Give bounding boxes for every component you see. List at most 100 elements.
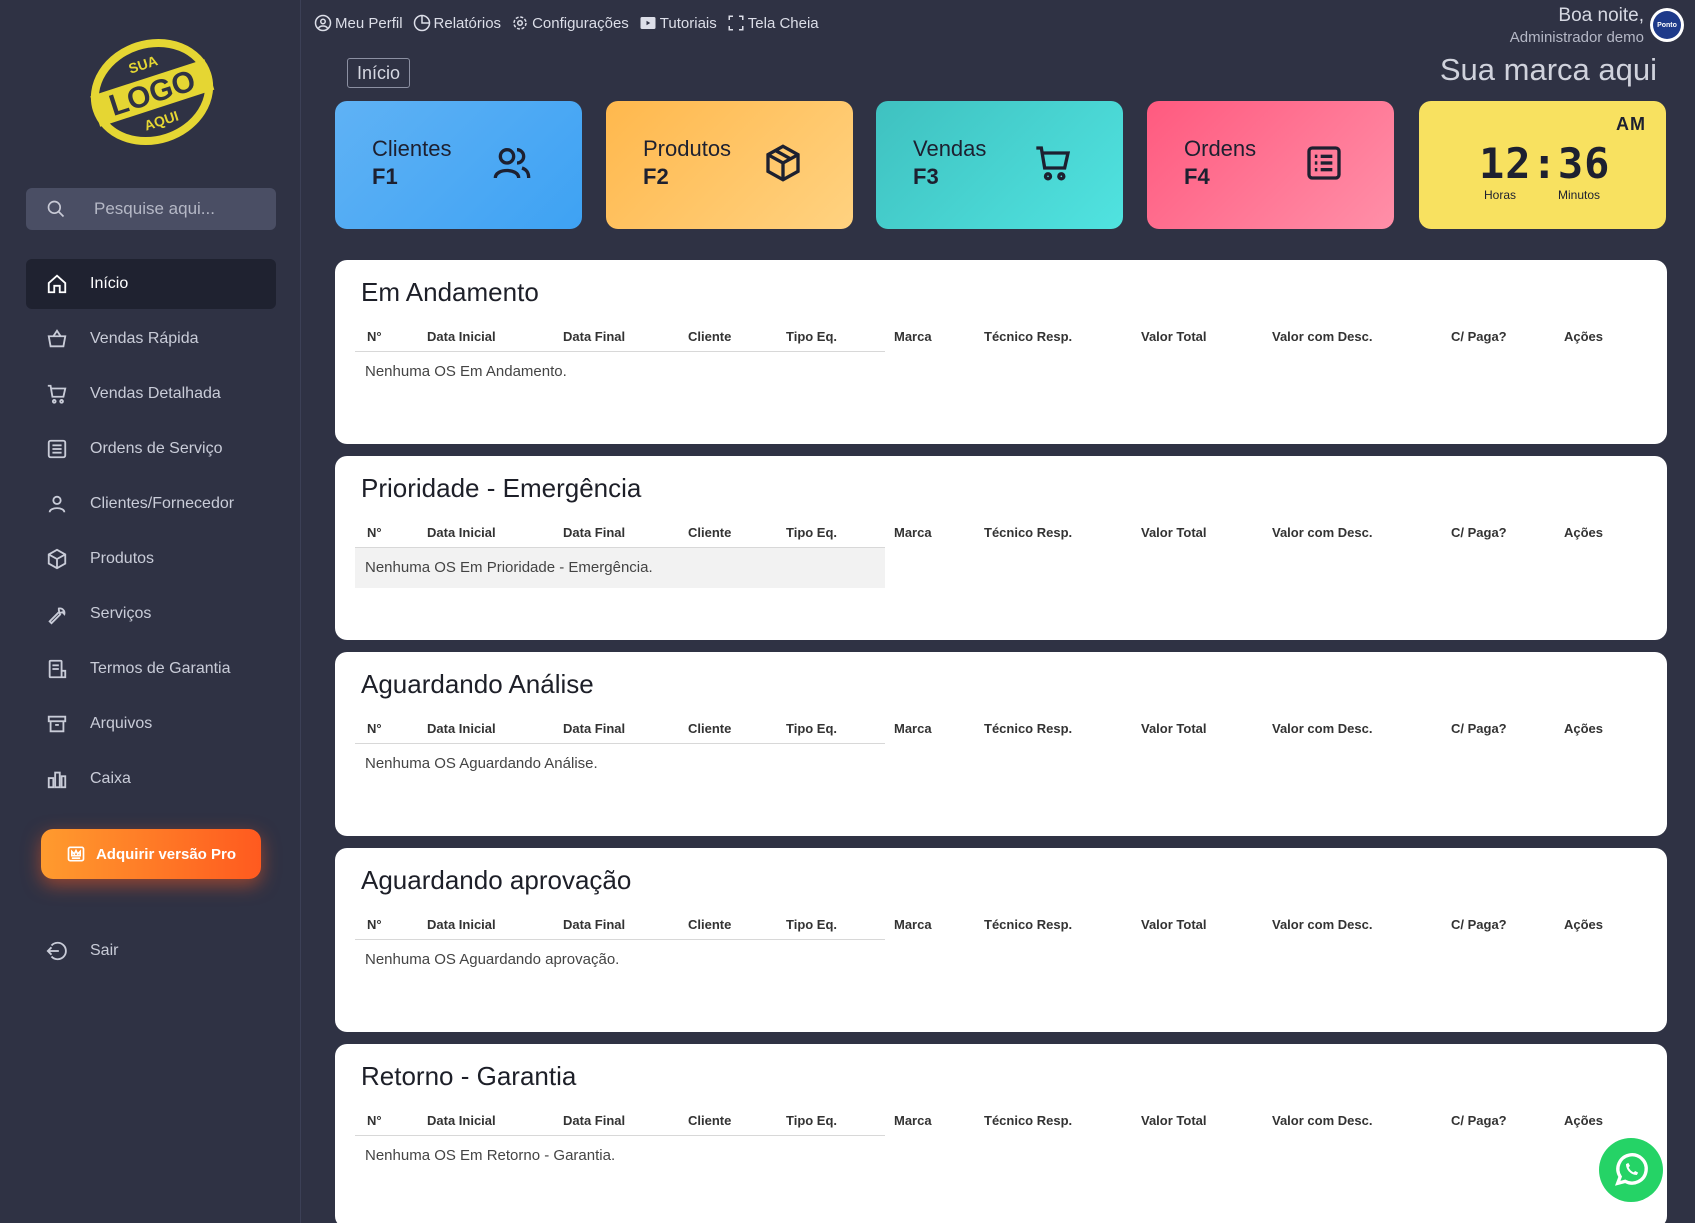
whatsapp-button[interactable] bbox=[1599, 1138, 1663, 1202]
sidebar-item-ordens-servico[interactable]: Ordens de Serviço bbox=[26, 424, 276, 474]
sales-shortcut-card[interactable]: Vendas F3 bbox=[876, 101, 1123, 229]
sidebar-item-label: Caixa bbox=[90, 770, 131, 787]
column-header[interactable]: N° bbox=[367, 525, 382, 540]
column-header[interactable]: Cliente bbox=[688, 721, 732, 736]
column-header[interactable]: N° bbox=[367, 917, 382, 932]
column-header[interactable]: Ações bbox=[1564, 525, 1604, 540]
column-header[interactable]: Valor Total bbox=[1141, 917, 1207, 932]
sidebar-item-label: Clientes/Fornecedor bbox=[90, 495, 235, 512]
sidebar-item-arquivos[interactable]: Arquivos bbox=[26, 699, 276, 749]
column-header[interactable]: Marca bbox=[894, 525, 932, 540]
column-header[interactable]: Data Inicial bbox=[427, 525, 496, 540]
column-header[interactable]: Técnico Resp. bbox=[984, 721, 1073, 736]
sidebar-item-produtos[interactable]: Produtos bbox=[26, 534, 276, 584]
column-header[interactable]: Data Inicial bbox=[427, 917, 496, 932]
column-header[interactable]: Data Inicial bbox=[427, 1113, 496, 1128]
reports-link-label: Relatórios bbox=[433, 14, 502, 32]
logout-icon bbox=[46, 941, 67, 961]
user-circle-icon bbox=[314, 14, 332, 32]
profile-link[interactable]: Meu Perfil bbox=[314, 14, 403, 32]
column-header[interactable]: Tipo Eq. bbox=[786, 721, 838, 736]
card-label: Vendas bbox=[913, 136, 987, 161]
sidebar-item-caixa[interactable]: Caixa bbox=[26, 754, 276, 804]
column-header[interactable]: Valor com Desc. bbox=[1272, 721, 1373, 736]
column-header[interactable]: Data Inicial bbox=[427, 721, 496, 736]
reports-link[interactable]: Relatórios bbox=[413, 14, 502, 32]
column-header[interactable]: Data Final bbox=[563, 525, 626, 540]
column-header[interactable]: Marca bbox=[894, 1113, 932, 1128]
order-panel: Aguardando aprovação N° Data Inicial Data F… bbox=[335, 848, 1667, 1032]
column-header[interactable]: Data Inicial bbox=[427, 329, 496, 344]
products-shortcut-card[interactable]: Produtos F2 bbox=[606, 101, 853, 229]
fullscreen-link[interactable]: Tela Cheia bbox=[727, 14, 819, 32]
settings-link[interactable]: Configurações bbox=[511, 14, 629, 32]
search-bar[interactable] bbox=[26, 188, 276, 230]
column-header[interactable]: C/ Paga? bbox=[1451, 329, 1507, 344]
column-header[interactable]: Cliente bbox=[688, 329, 732, 344]
column-header[interactable]: Valor Total bbox=[1141, 329, 1207, 344]
column-header[interactable]: N° bbox=[367, 721, 382, 736]
column-header[interactable]: C/ Paga? bbox=[1451, 1113, 1507, 1128]
search-input[interactable] bbox=[94, 199, 264, 219]
sidebar-item-inicio[interactable]: Início bbox=[26, 259, 276, 309]
bar-chart-icon bbox=[47, 771, 67, 789]
column-header[interactable]: Marca bbox=[894, 917, 932, 932]
cart-icon bbox=[47, 384, 67, 404]
column-header[interactable]: Tipo Eq. bbox=[786, 329, 838, 344]
column-header[interactable]: Valor Total bbox=[1141, 525, 1207, 540]
column-header[interactable]: Valor com Desc. bbox=[1272, 1113, 1373, 1128]
column-header[interactable]: Cliente bbox=[688, 525, 732, 540]
column-header[interactable]: Valor com Desc. bbox=[1272, 329, 1373, 344]
column-header[interactable]: Valor Total bbox=[1141, 1113, 1207, 1128]
sidebar-item-clientes[interactable]: Clientes/Fornecedor bbox=[26, 479, 276, 529]
column-header[interactable]: Valor Total bbox=[1141, 721, 1207, 736]
sidebar-item-label: Vendas Rápida bbox=[90, 330, 199, 347]
panel-title: Aguardando aprovação bbox=[361, 865, 632, 895]
orders-shortcut-card[interactable]: Ordens F4 bbox=[1147, 101, 1394, 229]
column-header[interactable]: Valor com Desc. bbox=[1272, 525, 1373, 540]
tutorials-link[interactable]: Tutoriais bbox=[639, 14, 717, 32]
column-header[interactable]: Ações bbox=[1564, 1113, 1604, 1128]
avatar[interactable]: Ponto bbox=[1650, 8, 1684, 42]
sidebar-item-servicos[interactable]: Serviços bbox=[26, 589, 276, 639]
column-header[interactable]: N° bbox=[367, 1113, 382, 1128]
column-header[interactable]: C/ Paga? bbox=[1451, 525, 1507, 540]
table-header: N° Data Inicial Data Final Cliente Tipo Eq. M… bbox=[355, 712, 1655, 744]
column-header[interactable]: Data Final bbox=[563, 329, 626, 344]
column-header[interactable]: C/ Paga? bbox=[1451, 721, 1507, 736]
column-header[interactable]: Ações bbox=[1564, 721, 1604, 736]
archive-icon bbox=[47, 715, 67, 733]
fullscreen-icon bbox=[728, 15, 744, 31]
card-shortcut-key: F1 bbox=[372, 164, 398, 189]
column-header[interactable]: Tipo Eq. bbox=[786, 1113, 838, 1128]
column-header[interactable]: Data Final bbox=[563, 917, 626, 932]
column-header[interactable]: Ações bbox=[1564, 917, 1604, 932]
sidebar-item-vendas-rapida[interactable]: Vendas Rápida bbox=[26, 314, 276, 364]
column-header[interactable]: Data Final bbox=[563, 721, 626, 736]
column-header[interactable]: Técnico Resp. bbox=[984, 525, 1073, 540]
logout-button[interactable]: Sair bbox=[46, 940, 118, 962]
column-header[interactable]: Ações bbox=[1564, 329, 1604, 344]
breadcrumb[interactable]: Início bbox=[347, 58, 411, 88]
column-header[interactable]: Cliente bbox=[688, 917, 732, 932]
column-header[interactable]: Data Final bbox=[563, 1113, 626, 1128]
column-header[interactable]: C/ Paga? bbox=[1451, 917, 1507, 932]
column-header[interactable]: Marca bbox=[894, 721, 932, 736]
sidebar-item-vendas-detalhada[interactable]: Vendas Detalhada bbox=[26, 369, 276, 419]
column-header[interactable]: Valor com Desc. bbox=[1272, 917, 1373, 932]
column-header[interactable]: Técnico Resp. bbox=[984, 329, 1073, 344]
sidebar-item-termos-garantia[interactable]: Termos de Garantia bbox=[26, 644, 276, 694]
column-header[interactable]: Cliente bbox=[688, 1113, 732, 1128]
clients-shortcut-card[interactable]: Clientes F1 bbox=[335, 101, 582, 229]
column-header[interactable]: Marca bbox=[894, 329, 932, 344]
column-header[interactable]: Tipo Eq. bbox=[786, 525, 838, 540]
column-header[interactable]: Técnico Resp. bbox=[984, 917, 1073, 932]
clock-hours-label: Horas bbox=[1484, 188, 1517, 202]
brand-logo[interactable]: SUA LOGO AQUI bbox=[80, 35, 225, 150]
upgrade-pro-button[interactable]: Adquirir versão Pro bbox=[41, 829, 261, 879]
column-header[interactable]: Tipo Eq. bbox=[786, 917, 838, 932]
column-header[interactable]: Técnico Resp. bbox=[984, 1113, 1073, 1128]
column-header[interactable]: N° bbox=[367, 329, 382, 344]
user-name: Administrador demo bbox=[1509, 29, 1644, 46]
header-divider bbox=[355, 1135, 885, 1136]
